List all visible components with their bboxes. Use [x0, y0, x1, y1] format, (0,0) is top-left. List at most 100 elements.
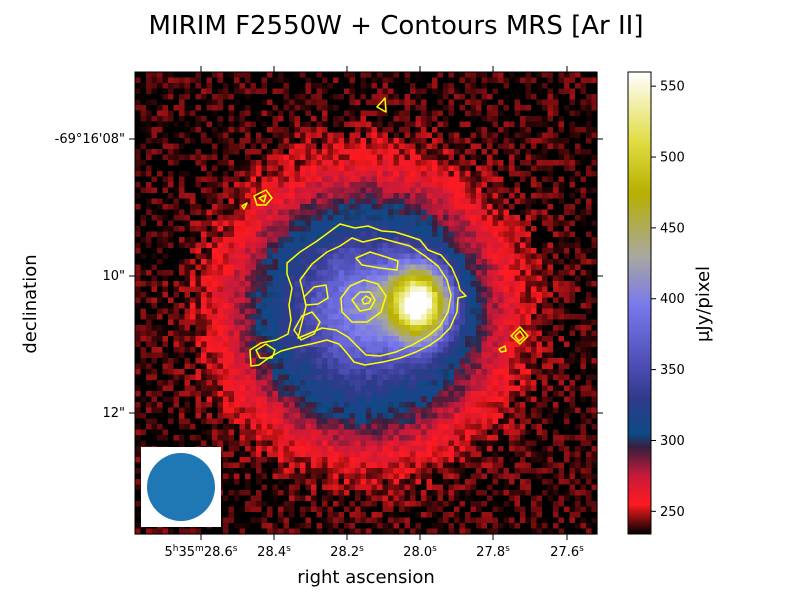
heatmap-cell — [470, 154, 477, 161]
heatmap-cell — [498, 226, 505, 233]
heatmap-cell — [245, 231, 252, 238]
heatmap-cell — [344, 110, 351, 117]
heatmap-cell — [525, 259, 532, 266]
heatmap-cell — [338, 209, 345, 216]
heatmap-cell — [212, 374, 219, 381]
heatmap-cell — [327, 77, 334, 84]
heatmap-cell — [201, 297, 208, 304]
heatmap-cell — [531, 270, 538, 277]
heatmap-cell — [393, 110, 400, 117]
heatmap-cell — [289, 281, 296, 288]
heatmap-cell — [140, 187, 147, 194]
heatmap-cell — [151, 264, 158, 271]
heatmap-cell — [316, 352, 323, 359]
heatmap-cell — [564, 121, 571, 128]
heatmap-cell — [520, 281, 527, 288]
heatmap-cell — [525, 347, 532, 354]
heatmap-cell — [564, 292, 571, 299]
heatmap-cell — [470, 193, 477, 200]
heatmap-cell — [162, 396, 169, 403]
heatmap-cell — [234, 132, 241, 139]
heatmap-cell — [536, 165, 543, 172]
heatmap-cell — [179, 303, 186, 310]
heatmap-cell — [492, 297, 499, 304]
heatmap-cell — [140, 198, 147, 205]
heatmap-cell — [476, 231, 483, 238]
heatmap-cell — [168, 204, 175, 211]
heatmap-cell — [426, 336, 433, 343]
heatmap-cell — [289, 116, 296, 123]
heatmap-cell — [426, 116, 433, 123]
heatmap-cell — [536, 374, 543, 381]
heatmap-cell — [212, 358, 219, 365]
heatmap-cell — [322, 352, 329, 359]
heatmap-cell — [146, 182, 153, 189]
heatmap-cell — [322, 292, 329, 299]
heatmap-cell — [349, 116, 356, 123]
heatmap-cell — [245, 374, 252, 381]
heatmap-cell — [146, 83, 153, 90]
heatmap-cell — [520, 77, 527, 84]
heatmap-cell — [267, 198, 274, 205]
heatmap-cell — [261, 171, 268, 178]
heatmap-cell — [525, 341, 532, 348]
heatmap-cell — [432, 132, 439, 139]
heatmap-cell — [432, 149, 439, 156]
heatmap-cell — [173, 391, 180, 398]
heatmap-cell — [162, 138, 169, 145]
heatmap-cell — [503, 138, 510, 145]
heatmap-cell — [366, 143, 373, 150]
heatmap-cell — [498, 380, 505, 387]
heatmap-cell — [459, 275, 466, 282]
heatmap-cell — [487, 380, 494, 387]
heatmap-cell — [261, 215, 268, 222]
heatmap-cell — [217, 132, 224, 139]
heatmap-cell — [305, 215, 312, 222]
heatmap-cell — [190, 347, 197, 354]
heatmap-cell — [443, 83, 450, 90]
heatmap-cell — [360, 204, 367, 211]
heatmap-cell — [256, 297, 263, 304]
heatmap-cell — [421, 187, 428, 194]
heatmap-cell — [140, 380, 147, 387]
heatmap-cell — [245, 264, 252, 271]
heatmap-cell — [360, 83, 367, 90]
heatmap-cell — [388, 286, 395, 293]
heatmap-cell — [146, 248, 153, 255]
heatmap-cell — [305, 259, 312, 266]
heatmap-cell — [459, 314, 466, 321]
heatmap-cell — [206, 231, 213, 238]
heatmap-cell — [564, 253, 571, 260]
heatmap-cell — [228, 160, 235, 167]
heatmap-cell — [437, 385, 444, 392]
heatmap-cell — [322, 77, 329, 84]
heatmap-cell — [206, 121, 213, 128]
heatmap-cell — [338, 231, 345, 238]
heatmap-cell — [360, 325, 367, 332]
heatmap-cell — [514, 138, 521, 145]
heatmap-cell — [404, 275, 411, 282]
heatmap-cell — [344, 182, 351, 189]
heatmap-cell — [305, 110, 312, 117]
heatmap-cell — [437, 303, 444, 310]
heatmap-cell — [322, 396, 329, 403]
heatmap-cell — [261, 209, 268, 216]
heatmap-cell — [393, 380, 400, 387]
heatmap-cell — [140, 314, 147, 321]
heatmap-cell — [448, 363, 455, 370]
heatmap-cell — [146, 374, 153, 381]
heatmap-cell — [531, 308, 538, 315]
heatmap-cell — [410, 259, 417, 266]
heatmap-cell — [333, 77, 340, 84]
heatmap-cell — [333, 116, 340, 123]
heatmap-cell — [151, 127, 158, 134]
heatmap-cell — [586, 209, 593, 216]
heatmap-cell — [492, 187, 499, 194]
heatmap-cell — [580, 83, 587, 90]
heatmap-cell — [267, 369, 274, 376]
heatmap-cell — [448, 380, 455, 387]
heatmap-cell — [206, 380, 213, 387]
heatmap-cell — [333, 187, 340, 194]
heatmap-cell — [316, 336, 323, 343]
heatmap-cell — [190, 220, 197, 227]
